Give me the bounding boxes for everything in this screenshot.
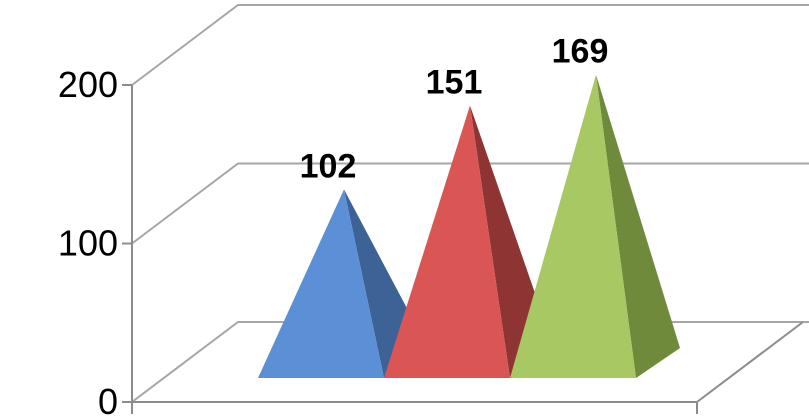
floor-right-edge — [696, 321, 804, 403]
y-tick-label-0: 0 — [98, 381, 118, 419]
data-label-2: 151 — [426, 64, 483, 102]
gridline-200 — [131, 4, 809, 86]
data-labels: 102 151 169 — [300, 33, 609, 186]
pyramid-series — [258, 74, 680, 379]
pyramid-side-face — [596, 74, 680, 378]
pyramid-front-face — [258, 189, 384, 378]
pyramid-front-face — [384, 105, 510, 379]
pyramid-front-face — [510, 74, 636, 378]
data-label-3: 169 — [552, 33, 609, 71]
data-label-1: 102 — [300, 147, 357, 185]
y-tick-labels: 0 100 200 — [58, 64, 118, 419]
pyramid-3 — [510, 74, 680, 378]
axes — [122, 84, 804, 414]
y-tick-label-100: 100 — [58, 223, 118, 264]
y-tick-label-200: 200 — [58, 64, 118, 105]
